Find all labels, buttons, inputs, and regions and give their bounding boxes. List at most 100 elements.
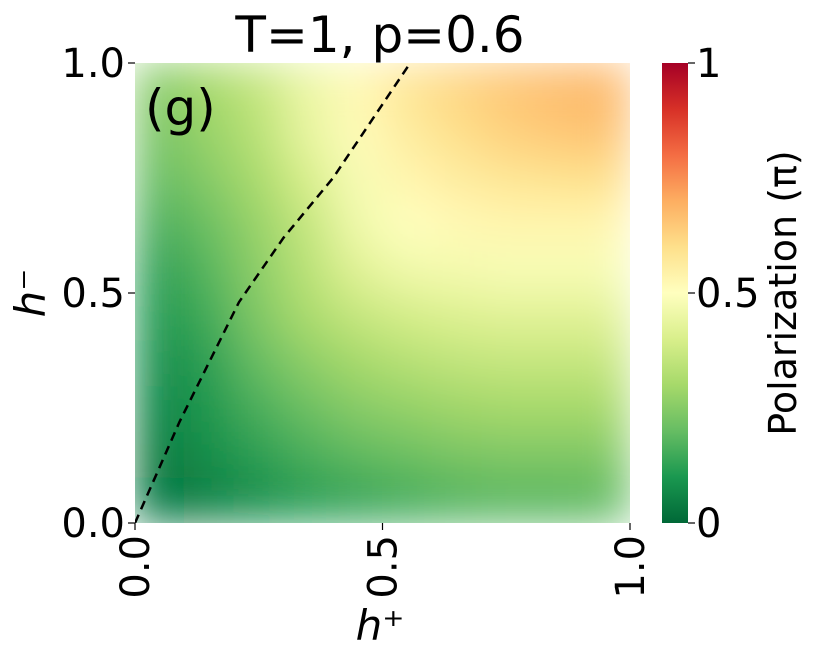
x-axis-label: h⁺: [356, 601, 405, 650]
heatmap-cell: [184, 430, 235, 478]
colorbar-label: Polarization (π): [761, 150, 805, 435]
heatmap-cell: [580, 430, 630, 478]
heatmap-cell: [184, 292, 235, 340]
heatmap-cell: [332, 200, 383, 248]
heatmap-cell: [184, 246, 235, 294]
heatmap-cell: [184, 63, 235, 110]
heatmap-cell: [283, 476, 334, 523]
x-tick-label: 0.0: [113, 535, 159, 599]
heatmap-cell: [332, 384, 383, 432]
heatmap-cell: [431, 63, 482, 110]
heatmap-cell: [283, 63, 334, 110]
heatmap-cell: [481, 246, 532, 294]
colorbar-tick-label: 0.5: [696, 271, 760, 317]
heatmap-cell: [382, 384, 433, 432]
heatmap-cell: [382, 154, 433, 202]
heatmap-cell: [530, 154, 581, 202]
heatmap-cell: [233, 63, 284, 110]
heatmap-cell: [233, 154, 284, 202]
heatmap-cell: [184, 200, 235, 248]
y-tick-label: 0.5: [61, 271, 125, 317]
heatmap-cell: [184, 338, 235, 386]
heatmap-cell: [431, 292, 482, 340]
heatmap-cell: [431, 246, 482, 294]
heatmap-cell: [332, 246, 383, 294]
heatmap-cell: [481, 476, 532, 523]
heatmap-cell: [431, 384, 482, 432]
y-tick-label: 1.0: [61, 41, 125, 87]
heatmap-cell: [283, 154, 334, 202]
heatmap-cell: [382, 246, 433, 294]
heatmap-cell: [580, 200, 630, 248]
heatmap-cell: [580, 338, 630, 386]
heatmap-cell: [530, 430, 581, 478]
heatmap-cell: [233, 246, 284, 294]
heatmap-cell: [332, 108, 383, 156]
heatmap-cell: [481, 154, 532, 202]
heatmap-cell: [332, 430, 383, 478]
heatmap-cell: [481, 292, 532, 340]
heatmap-cell: [233, 200, 284, 248]
heatmap-cell: [332, 476, 383, 523]
heatmap-cell: [135, 384, 185, 432]
chart-title: T=1, p=0.6: [234, 6, 524, 64]
heatmap-cell: [530, 384, 581, 432]
heatmap-cell: [332, 63, 383, 110]
heatmap-cell: [382, 476, 433, 523]
heatmap-cell: [530, 63, 581, 110]
heatmap-cell: [332, 292, 383, 340]
heatmap-cell: [580, 63, 630, 110]
y-axis-label: h⁻: [6, 269, 55, 318]
heatmap-cell: [184, 476, 235, 523]
heatmap-cell: [382, 200, 433, 248]
heatmap-cell: [332, 338, 383, 386]
heatmap-cell: [580, 384, 630, 432]
colorbar-tick-label: 0: [696, 501, 721, 547]
heatmap-cell: [382, 108, 433, 156]
heatmap-cell: [184, 154, 235, 202]
heatmap: [135, 63, 630, 523]
heatmap-cell: [382, 338, 433, 386]
heatmap-cell: [431, 154, 482, 202]
heatmap-cell: [530, 476, 581, 523]
heatmap-cell: [580, 108, 630, 156]
heatmap-cell: [283, 338, 334, 386]
heatmap-cell: [382, 292, 433, 340]
heatmap-cell: [481, 384, 532, 432]
y-tick-label: 0.0: [61, 501, 125, 547]
heatmap-cell: [135, 476, 185, 523]
heatmap-cell: [135, 338, 185, 386]
heatmap-cell: [431, 200, 482, 248]
colorbar: [662, 63, 688, 523]
heatmap-cell: [135, 108, 185, 156]
heatmap-cell: [431, 476, 482, 523]
heatmap-cell: [233, 476, 284, 523]
boundary-line: [135, 63, 412, 523]
heatmap-cell: [530, 246, 581, 294]
heatmap-cell: [481, 200, 532, 248]
heatmap-cell: [283, 430, 334, 478]
heatmap-cell: [481, 108, 532, 156]
heatmap-cell: [233, 292, 284, 340]
colorbar-tick-label: 1: [696, 41, 721, 87]
heatmap-cell: [530, 108, 581, 156]
heatmap-cell: [530, 200, 581, 248]
heatmap-cell: [233, 338, 284, 386]
heatmap-cell: [481, 338, 532, 386]
heatmap-cell: [431, 430, 482, 478]
heatmap-cell: [135, 246, 185, 294]
heatmap-cell: [431, 338, 482, 386]
heatmap-cell: [233, 384, 284, 432]
heatmap-cell: [530, 292, 581, 340]
heatmap-cell: [382, 430, 433, 478]
heatmap-cell: [135, 292, 185, 340]
x-tick-label: 0.5: [361, 535, 407, 599]
heatmap-cell: [481, 63, 532, 110]
heatmap-cell: [233, 108, 284, 156]
heatmap-cell: [135, 154, 185, 202]
x-tick-label: 1.0: [608, 535, 654, 599]
heatmap-cell: [481, 430, 532, 478]
heatmap-cell: [283, 108, 334, 156]
heatmap-cell: [332, 154, 383, 202]
